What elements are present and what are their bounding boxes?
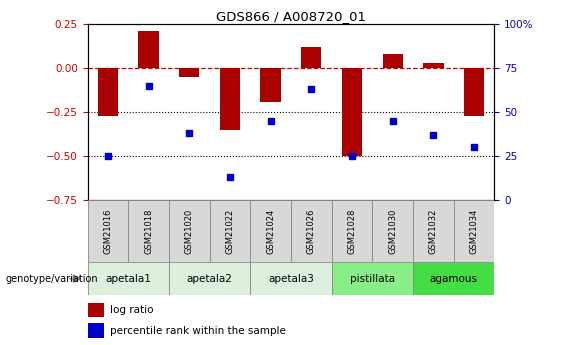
Text: apetala1: apetala1	[105, 274, 151, 284]
Bar	[88, 200, 128, 262]
Bar	[210, 200, 250, 262]
Point	[429, 132, 438, 138]
Point	[307, 87, 316, 92]
Bar	[250, 262, 332, 295]
Text: percentile rank within the sample: percentile rank within the sample	[110, 326, 286, 336]
Bar	[464, 68, 484, 116]
Bar	[342, 68, 362, 156]
Point	[185, 130, 194, 136]
Bar	[250, 200, 291, 262]
Bar	[423, 63, 444, 68]
Point	[470, 145, 479, 150]
Bar	[332, 200, 372, 262]
Bar	[169, 200, 210, 262]
Bar	[372, 200, 413, 262]
Bar	[88, 303, 104, 317]
Point	[388, 118, 397, 124]
Bar	[454, 200, 494, 262]
Bar	[169, 262, 250, 295]
Text: GSM21030: GSM21030	[388, 208, 397, 254]
Bar	[88, 262, 169, 295]
Text: GSM21024: GSM21024	[266, 208, 275, 254]
Text: GSM21020: GSM21020	[185, 208, 194, 254]
Bar	[413, 200, 454, 262]
Text: apetala3: apetala3	[268, 274, 314, 284]
Bar	[138, 31, 159, 68]
Text: agamous: agamous	[430, 274, 477, 284]
Bar	[301, 47, 321, 68]
Bar	[383, 54, 403, 68]
Point	[266, 118, 275, 124]
Point	[347, 153, 357, 159]
Point	[144, 83, 153, 89]
Text: GSM21018: GSM21018	[144, 208, 153, 254]
Text: GSM21034: GSM21034	[470, 208, 479, 254]
Title: GDS866 / A008720_01: GDS866 / A008720_01	[216, 10, 366, 23]
Text: GSM21022: GSM21022	[225, 208, 234, 254]
Bar	[88, 323, 104, 338]
Text: GSM21026: GSM21026	[307, 208, 316, 254]
Text: apetala2: apetala2	[186, 274, 233, 284]
Bar	[413, 262, 494, 295]
Text: pistillata: pistillata	[350, 274, 395, 284]
Text: GSM21016: GSM21016	[103, 208, 112, 254]
Text: log ratio: log ratio	[110, 305, 154, 315]
Point	[103, 153, 112, 159]
Bar	[128, 200, 169, 262]
Bar	[332, 262, 413, 295]
Bar	[179, 68, 199, 77]
Text: GSM21032: GSM21032	[429, 208, 438, 254]
Point	[225, 175, 234, 180]
Bar	[291, 200, 332, 262]
Bar	[260, 68, 281, 101]
Bar	[98, 68, 118, 116]
Text: genotype/variation: genotype/variation	[6, 274, 98, 284]
Bar	[220, 68, 240, 130]
Text: GSM21028: GSM21028	[347, 208, 357, 254]
